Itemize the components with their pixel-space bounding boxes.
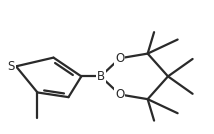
Text: O: O [115,88,125,101]
Text: S: S [8,60,15,73]
Text: O: O [115,52,125,65]
Text: B: B [97,70,105,83]
